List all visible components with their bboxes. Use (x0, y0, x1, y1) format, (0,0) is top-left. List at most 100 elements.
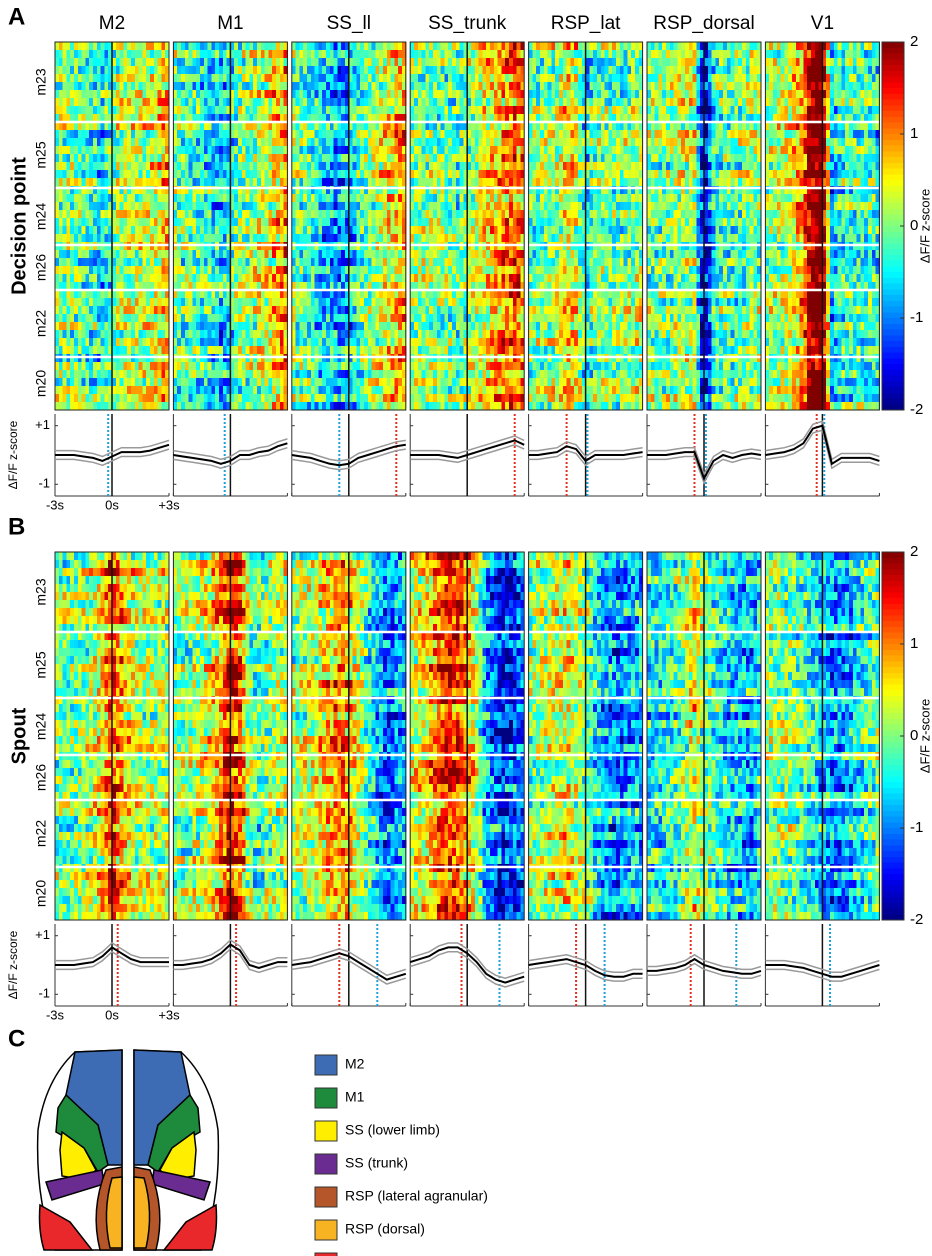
heatmap-cell (307, 266, 311, 275)
row-label: Decision point (8, 157, 30, 295)
heatmap-cell (70, 362, 74, 371)
heatmap-cell (93, 314, 97, 323)
heatmap-cell (211, 218, 215, 227)
colorbar-segment (882, 71, 904, 77)
heatmap-cell (234, 50, 238, 59)
heatmap-cell (398, 258, 402, 267)
heatmap-cell (486, 170, 490, 179)
heatmap-cell (173, 178, 177, 187)
heatmap-cell (501, 210, 505, 219)
heatmap-cell (158, 346, 162, 355)
heatmap-cell (177, 74, 181, 83)
heatmap-cell (482, 42, 486, 51)
heatmap-cell (116, 42, 120, 51)
heatmap-cell (142, 346, 146, 355)
colorbar-segment (882, 59, 904, 65)
heatmap-cell (146, 90, 150, 99)
heatmap-cell (97, 74, 101, 83)
heatmap-cell (299, 178, 303, 187)
heatmap-cell (82, 178, 86, 187)
heatmap-cell (127, 322, 131, 331)
heatmap-cell (242, 218, 246, 227)
heatmap-cell (93, 370, 97, 379)
heatmap-cell (59, 234, 63, 243)
heatmap-cell (437, 170, 441, 179)
heatmap-cell (150, 178, 154, 187)
heatmap-cell (185, 210, 189, 219)
heatmap-cell (517, 130, 521, 139)
heatmap-cell (89, 378, 93, 387)
heatmap-cell (127, 194, 131, 203)
heatmap-cell (127, 58, 131, 67)
heatmap-cell (85, 346, 89, 355)
heatmap-cell (127, 386, 131, 395)
heatmap-cell (116, 178, 120, 187)
heatmap-cell (185, 306, 189, 315)
heatmap-cell (280, 210, 284, 219)
heatmap-cell (70, 122, 74, 131)
heatmap-cell (161, 370, 165, 379)
heatmap-cell (158, 82, 162, 91)
heatmap-cell (341, 298, 345, 307)
heatmap-cell (368, 90, 372, 99)
heatmap-cell (379, 178, 383, 187)
heatmap-cell (101, 226, 105, 235)
heatmap-cell (63, 50, 67, 59)
heatmap-cell (249, 298, 253, 307)
heatmap-cell (123, 122, 127, 131)
heatmap-cell (341, 66, 345, 75)
heatmap-cell (116, 298, 120, 307)
heatmap-cell (85, 66, 89, 75)
heatmap-cell (364, 386, 368, 395)
heatmap-cell (253, 370, 257, 379)
heatmap-cell (311, 122, 315, 131)
heatmap-cell (360, 50, 364, 59)
heatmap-cell (89, 322, 93, 331)
heatmap-cell (59, 402, 63, 411)
heatmap-cell (150, 50, 154, 59)
heatmap-cell (391, 162, 395, 171)
colorbar-segment (882, 197, 904, 203)
heatmap-cell (104, 106, 108, 115)
heatmap-cell (326, 66, 330, 75)
heatmap-cell (97, 258, 101, 267)
heatmap-cell (142, 274, 146, 283)
heatmap-cell (120, 378, 124, 387)
heatmap-cell (238, 194, 242, 203)
heatmap-cell (257, 210, 261, 219)
heatmap-cell (59, 298, 63, 307)
heatmap-cell (181, 138, 185, 147)
heatmap-cell (353, 66, 357, 75)
heatmap-cell (120, 82, 124, 91)
heatmap-cell (104, 346, 108, 355)
heatmap-cell (418, 90, 422, 99)
heatmap-cell (93, 106, 97, 115)
heatmap-cell (261, 130, 265, 139)
heatmap-cell (150, 122, 154, 131)
heatmap-cell (146, 402, 150, 411)
heatmap-cell (223, 234, 227, 243)
heatmap-cell (181, 314, 185, 323)
heatmap-cell (475, 50, 479, 59)
heatmap-cell (158, 386, 162, 395)
heatmap-cell (422, 170, 426, 179)
heatmap-cell (372, 386, 376, 395)
heatmap-cell (97, 50, 101, 59)
heatmap-cell (334, 42, 338, 51)
heatmap-cell (189, 42, 193, 51)
heatmap-cell (475, 138, 479, 147)
heatmap-cell (59, 146, 63, 155)
heatmap-cell (208, 394, 212, 403)
heatmap-cell (139, 386, 143, 395)
heatmap-cell (356, 386, 360, 395)
heatmap-cell (272, 290, 276, 299)
heatmap-cell (208, 378, 212, 387)
heatmap-cell (292, 386, 296, 395)
colorbar-segment (882, 318, 904, 324)
heatmap-cell (475, 154, 479, 163)
heatmap-cell (211, 402, 215, 411)
heatmap-cell (422, 138, 426, 147)
heatmap-cell (303, 106, 307, 115)
heatmap-cell (97, 346, 101, 355)
heatmap-cell (307, 98, 311, 107)
